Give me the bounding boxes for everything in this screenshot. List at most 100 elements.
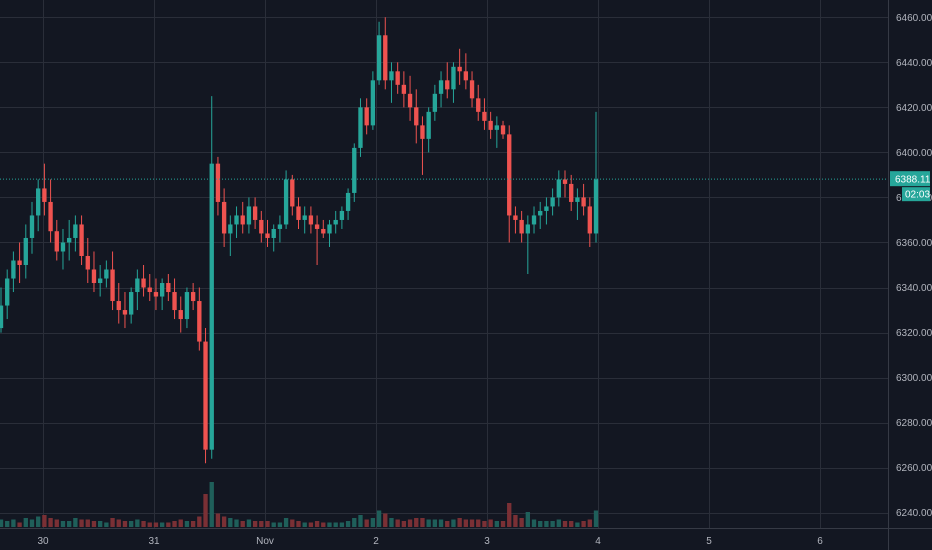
candle-body[interactable] (79, 224, 84, 256)
candle-body[interactable] (426, 111, 431, 139)
candle-body[interactable] (370, 80, 376, 126)
candle-body[interactable] (290, 179, 295, 207)
candle-body[interactable] (228, 224, 233, 234)
candle-body[interactable] (73, 224, 78, 238)
candle-body[interactable] (104, 269, 109, 279)
candle-body[interactable] (11, 260, 16, 279)
candle-body[interactable] (184, 292, 190, 320)
candle-body[interactable] (283, 179, 289, 225)
candle-body[interactable] (36, 188, 41, 216)
candle-body[interactable] (383, 35, 388, 81)
candle-body[interactable] (271, 228, 276, 238)
candle-body[interactable] (333, 219, 338, 225)
candle-body[interactable] (190, 292, 196, 302)
candle-body[interactable] (85, 255, 90, 270)
candle-body[interactable] (414, 107, 419, 126)
candle-body[interactable] (234, 215, 239, 225)
candle-body[interactable] (178, 310, 183, 320)
candle-body[interactable] (321, 228, 326, 234)
candle-body[interactable] (569, 183, 574, 202)
candle-body[interactable] (98, 278, 103, 284)
candle-body[interactable] (575, 197, 580, 202)
candle-body[interactable] (352, 147, 357, 193)
candle-body[interactable] (562, 179, 568, 184)
candle-body[interactable] (172, 292, 177, 311)
candle-body[interactable] (364, 107, 369, 126)
candle-body[interactable] (296, 206, 301, 220)
candle-body[interactable] (265, 233, 270, 238)
candle-body[interactable] (110, 269, 115, 302)
candle-body[interactable] (507, 134, 512, 216)
candle-body[interactable] (166, 283, 171, 293)
candle-body[interactable] (587, 206, 592, 234)
candle-body[interactable] (147, 287, 152, 293)
candle-body[interactable] (60, 242, 66, 252)
candle-body[interactable] (438, 80, 444, 94)
candle-body[interactable] (469, 80, 475, 99)
candle-body[interactable] (463, 71, 469, 81)
candle-body[interactable] (197, 301, 202, 342)
candle-body[interactable] (401, 84, 407, 94)
candle-body[interactable] (308, 215, 314, 225)
candle-body[interactable] (0, 305, 4, 329)
candle-body[interactable] (544, 206, 549, 211)
candle-body[interactable] (5, 278, 10, 306)
candle-body[interactable] (550, 197, 555, 207)
candle-body[interactable] (246, 206, 252, 225)
candle-body[interactable] (327, 224, 332, 234)
candle-body[interactable] (128, 292, 134, 315)
candle-body[interactable] (358, 107, 363, 148)
candle-body[interactable] (48, 201, 53, 232)
candle-body[interactable] (277, 224, 283, 229)
candle-body[interactable] (91, 269, 97, 284)
candle-body[interactable] (54, 231, 59, 252)
candle-body[interactable] (531, 215, 537, 225)
candle-body[interactable] (457, 66, 462, 72)
candle-body[interactable] (116, 301, 121, 311)
candle-body[interactable] (556, 179, 561, 198)
candle-body[interactable] (252, 206, 258, 220)
candle-body[interactable] (395, 71, 400, 85)
candle-body[interactable] (17, 260, 22, 266)
candle-body[interactable] (339, 210, 345, 220)
candle-body[interactable] (519, 219, 524, 234)
candle-body[interactable] (389, 71, 394, 81)
candle-body[interactable] (345, 192, 351, 211)
candle-body[interactable] (407, 93, 413, 108)
candle-body[interactable] (432, 93, 438, 112)
candle-body[interactable] (203, 341, 208, 450)
candle-body[interactable] (159, 283, 165, 297)
volume-bar (147, 522, 152, 527)
candle-body[interactable] (451, 66, 456, 90)
candle-body[interactable] (376, 35, 382, 81)
candle-body[interactable] (593, 179, 599, 234)
volume-bar (333, 522, 338, 527)
candle-body[interactable] (42, 188, 47, 202)
candle-body[interactable] (494, 125, 499, 130)
candle-body[interactable] (221, 201, 227, 234)
candle-body[interactable] (209, 163, 214, 450)
candle-body[interactable] (302, 215, 307, 220)
candle-body[interactable] (420, 125, 425, 139)
candle-body[interactable] (240, 215, 245, 225)
candle-body[interactable] (67, 237, 72, 243)
candle-body[interactable] (525, 224, 530, 234)
candle-body[interactable] (500, 125, 506, 135)
candle-body[interactable] (259, 219, 264, 234)
candle-body[interactable] (23, 237, 28, 265)
candle-body[interactable] (122, 310, 128, 315)
candle-body[interactable] (476, 98, 481, 112)
candle-body[interactable] (513, 215, 518, 220)
candle-body[interactable] (29, 215, 35, 238)
candle-body[interactable] (314, 224, 320, 229)
candle-body[interactable] (135, 278, 140, 293)
candle-body[interactable] (482, 111, 487, 121)
candle-body[interactable] (538, 210, 543, 216)
candle-body[interactable] (445, 80, 450, 90)
candle-body[interactable] (581, 197, 586, 207)
candle-body[interactable] (153, 292, 159, 297)
candle-body[interactable] (215, 163, 221, 202)
candle-body[interactable] (141, 278, 146, 288)
candle-body[interactable] (488, 120, 493, 130)
